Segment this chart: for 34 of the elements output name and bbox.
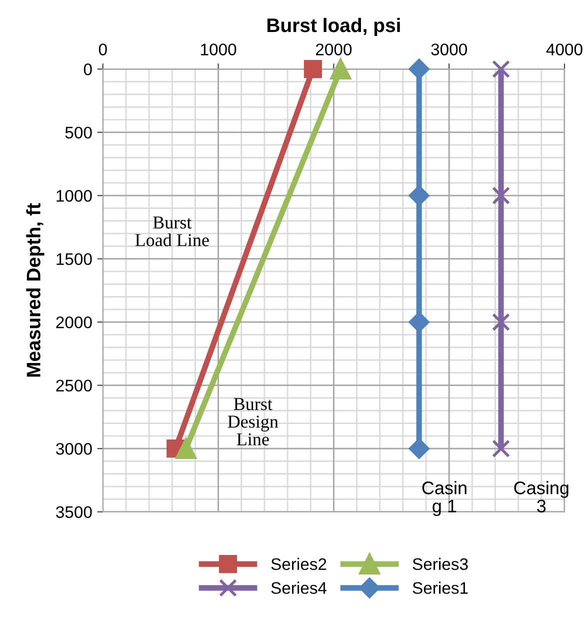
legend-label: Series3: [412, 558, 468, 570]
legend-label: Series4: [271, 582, 327, 594]
point: [492, 186, 510, 205]
y-tick-label: 500: [65, 126, 92, 139]
x-tick-label: 1000: [201, 44, 236, 56]
y-tick-label: 2500: [56, 380, 92, 392]
y-tick-label: 3500: [56, 506, 92, 518]
point: [176, 438, 196, 459]
point: [408, 438, 430, 459]
x-tick-label: 2000: [316, 44, 352, 56]
point: [304, 60, 322, 78]
point: [408, 312, 430, 332]
point: [408, 58, 430, 80]
legend-label: Series2: [271, 558, 326, 570]
y-tick-label: 3000: [56, 442, 92, 455]
x-tick-label: 4000: [546, 44, 582, 56]
x-axis-title: Burst load, psi: [267, 18, 400, 36]
x-tick-label: 0: [98, 44, 107, 56]
annotation: Burst Load Line: [135, 216, 209, 246]
legend-label: Series1: [412, 582, 468, 594]
x-tick-label: 3000: [431, 44, 467, 56]
point: [330, 58, 352, 80]
annotation: Casin g 1: [422, 481, 466, 516]
y-tick-label: 2000: [56, 316, 92, 328]
y-tick-label: 0: [84, 63, 92, 76]
annotation: Casing 3: [514, 481, 568, 512]
point: [408, 185, 430, 206]
y-tick-label: 1000: [56, 190, 92, 202]
point: [492, 60, 510, 78]
point: [492, 440, 510, 458]
annotation: Burst Design Line: [228, 398, 278, 446]
y-axis-title: Measured Depth, ft: [26, 203, 44, 377]
point: [492, 313, 510, 332]
y-tick-label: 1500: [56, 253, 92, 266]
